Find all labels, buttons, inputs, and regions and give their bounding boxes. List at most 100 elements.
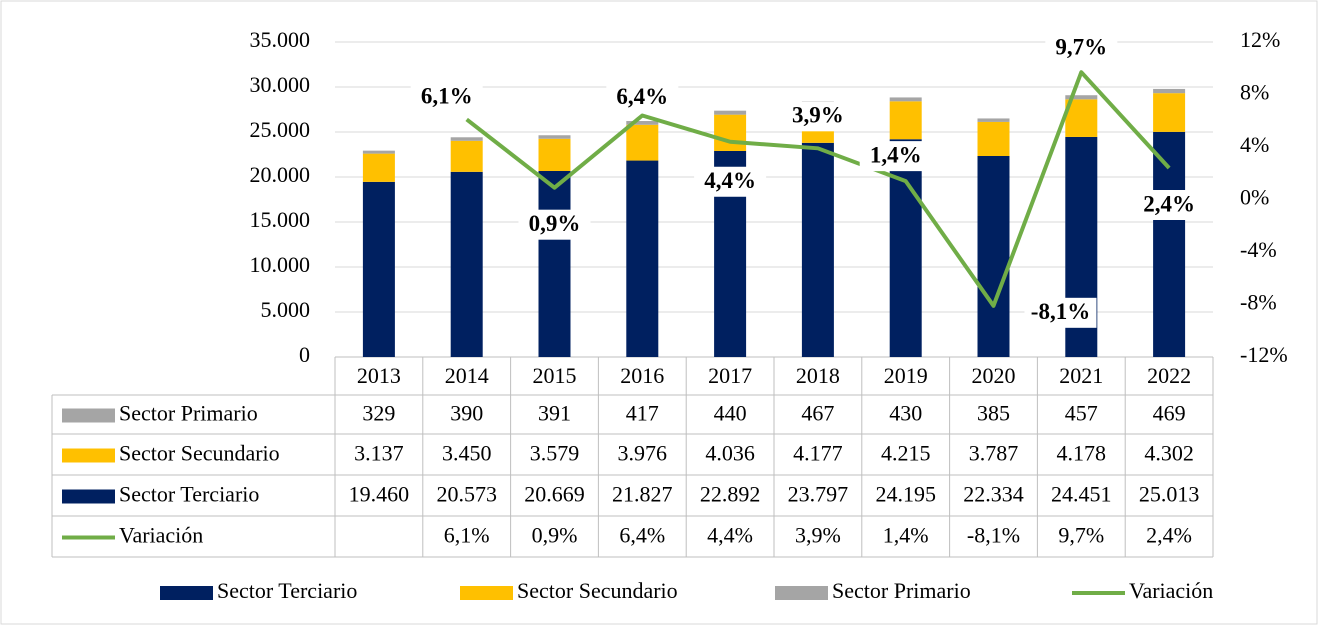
table-cell: 430 — [889, 401, 922, 426]
table-cell: 390 — [450, 401, 483, 426]
data-label-bg — [606, 82, 679, 113]
table-cell: 24.195 — [875, 482, 936, 507]
table-cell: 2,4% — [1146, 523, 1192, 548]
table-cell: 20.669 — [524, 482, 585, 507]
table-cell: 469 — [1153, 401, 1186, 426]
table-cell: 23.797 — [788, 482, 849, 507]
bar — [362, 150, 395, 154]
table-cell: 440 — [714, 401, 747, 426]
legend-key — [62, 448, 115, 463]
table-cell: 3.976 — [618, 441, 668, 466]
y2-tick-label: -4% — [1240, 237, 1277, 262]
bar — [626, 160, 659, 357]
x-tick-label: 2015 — [533, 363, 577, 388]
bar — [626, 121, 659, 125]
x-tick-label: 2017 — [708, 363, 752, 388]
data-label: 6,1% — [421, 84, 473, 109]
data-label-bg — [518, 209, 591, 240]
table-cell: -8,1% — [967, 523, 1020, 548]
table-cell: 329 — [362, 401, 395, 426]
table-cell: 6,1% — [444, 523, 490, 548]
bar — [1153, 93, 1186, 132]
table-cell: 21.827 — [612, 482, 673, 507]
y2-tick-label: 4% — [1240, 132, 1269, 157]
bar — [626, 124, 659, 161]
table-cell: 3.787 — [969, 441, 1019, 466]
bar — [450, 171, 483, 357]
table-cell: 0,9% — [532, 523, 578, 548]
data-label-bg — [1133, 190, 1206, 220]
bar — [1153, 131, 1186, 357]
table-cell: 9,7% — [1058, 523, 1104, 548]
table-cell: 457 — [1065, 401, 1098, 426]
legend-key — [460, 586, 513, 600]
y-tick-label: 0 — [299, 342, 310, 367]
table-cell: 20.573 — [436, 482, 497, 507]
legend-key — [62, 489, 115, 504]
data-label: 0,9% — [529, 211, 581, 236]
line — [465, 70, 1171, 308]
table-cell: 3,9% — [795, 523, 841, 548]
table-cell: 4.302 — [1144, 441, 1194, 466]
row-label: Sector Terciario — [119, 482, 259, 507]
bar — [450, 137, 483, 141]
table-cell: 4,4% — [707, 523, 753, 548]
x-tick-label: 2022 — [1147, 363, 1191, 388]
data-label: 4,4% — [704, 168, 756, 193]
y2-tick-label: 8% — [1240, 80, 1269, 105]
bar — [801, 142, 834, 357]
data-label: -8,1% — [1031, 299, 1090, 324]
bar — [714, 114, 747, 151]
table-cell: 391 — [538, 401, 571, 426]
table-cell: 24.451 — [1051, 482, 1112, 507]
table-cell: 4.177 — [793, 441, 843, 466]
y2-tick-label: 12% — [1240, 27, 1280, 52]
table-cell: 467 — [801, 401, 834, 426]
data-label-bg — [410, 82, 483, 113]
table-cell: 4.036 — [705, 441, 755, 466]
y2-tick-label: 0% — [1240, 185, 1269, 210]
y2-tick-label: -12% — [1240, 342, 1288, 367]
bar — [362, 181, 395, 357]
table-cell: 22.892 — [700, 482, 761, 507]
x-tick-label: 2014 — [445, 363, 489, 388]
y-tick-label: 30.000 — [250, 72, 311, 97]
table-cell: 6,4% — [619, 523, 665, 548]
x-tick-label: 2021 — [1059, 363, 1103, 388]
x-tick-label: 2016 — [620, 363, 664, 388]
table-cell: 19.460 — [349, 482, 410, 507]
x-tick-label: 2019 — [884, 363, 928, 388]
bar — [889, 139, 922, 357]
table-cell: 1,4% — [883, 523, 929, 548]
y-tick-label: 10.000 — [250, 252, 311, 277]
bar — [538, 138, 571, 171]
x-tick-label: 2013 — [357, 363, 401, 388]
bar — [889, 97, 922, 102]
table-cell: 4.178 — [1057, 441, 1107, 466]
y-tick-label: 35.000 — [250, 27, 311, 52]
data-label: 9,7% — [1055, 34, 1107, 59]
y-tick-label: 15.000 — [250, 207, 311, 232]
bar — [714, 110, 747, 115]
bar — [1153, 88, 1186, 94]
x-tick-label: 2018 — [796, 363, 840, 388]
table-cell: 3.137 — [354, 441, 404, 466]
legend-key — [62, 408, 115, 423]
legend-key — [775, 586, 828, 600]
y-tick-label: 20.000 — [250, 162, 311, 187]
table-cell: 417 — [626, 401, 659, 426]
bar — [538, 135, 571, 139]
data-label-bg — [859, 141, 932, 172]
bar — [977, 121, 1010, 156]
legend-label: Sector Secundario — [517, 578, 678, 603]
legend-label: Sector Primario — [832, 578, 971, 603]
table-cell: 3.450 — [442, 441, 492, 466]
data-label: 6,4% — [616, 84, 668, 109]
bar — [889, 101, 922, 140]
table-cell: 3.579 — [530, 441, 580, 466]
bar — [450, 140, 483, 172]
legend-label: Sector Terciario — [217, 578, 357, 603]
y-tick-label: 5.000 — [261, 297, 311, 322]
legend-key — [160, 586, 213, 600]
